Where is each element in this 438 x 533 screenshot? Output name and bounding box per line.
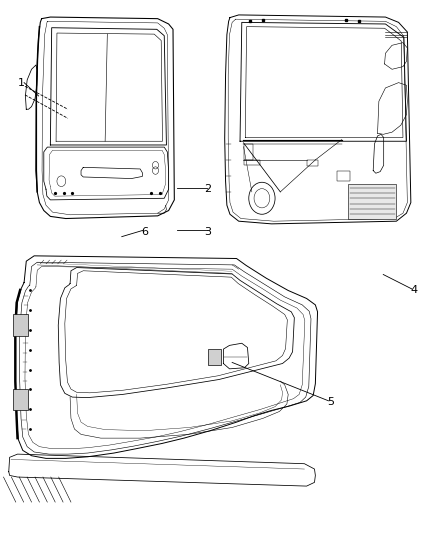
Text: 2: 2 bbox=[205, 184, 212, 194]
Bar bbox=[208, 349, 221, 365]
Bar bbox=[13, 314, 28, 336]
Bar bbox=[337, 171, 350, 181]
Text: 5: 5 bbox=[327, 398, 334, 407]
Bar bbox=[13, 389, 28, 410]
Text: 6: 6 bbox=[141, 227, 148, 237]
Text: 4: 4 bbox=[410, 286, 417, 295]
Bar bbox=[244, 160, 260, 165]
Bar bbox=[348, 184, 396, 219]
Bar bbox=[307, 160, 318, 166]
Text: 1: 1 bbox=[18, 78, 25, 87]
Bar bbox=[244, 144, 253, 160]
Text: 3: 3 bbox=[205, 227, 212, 237]
